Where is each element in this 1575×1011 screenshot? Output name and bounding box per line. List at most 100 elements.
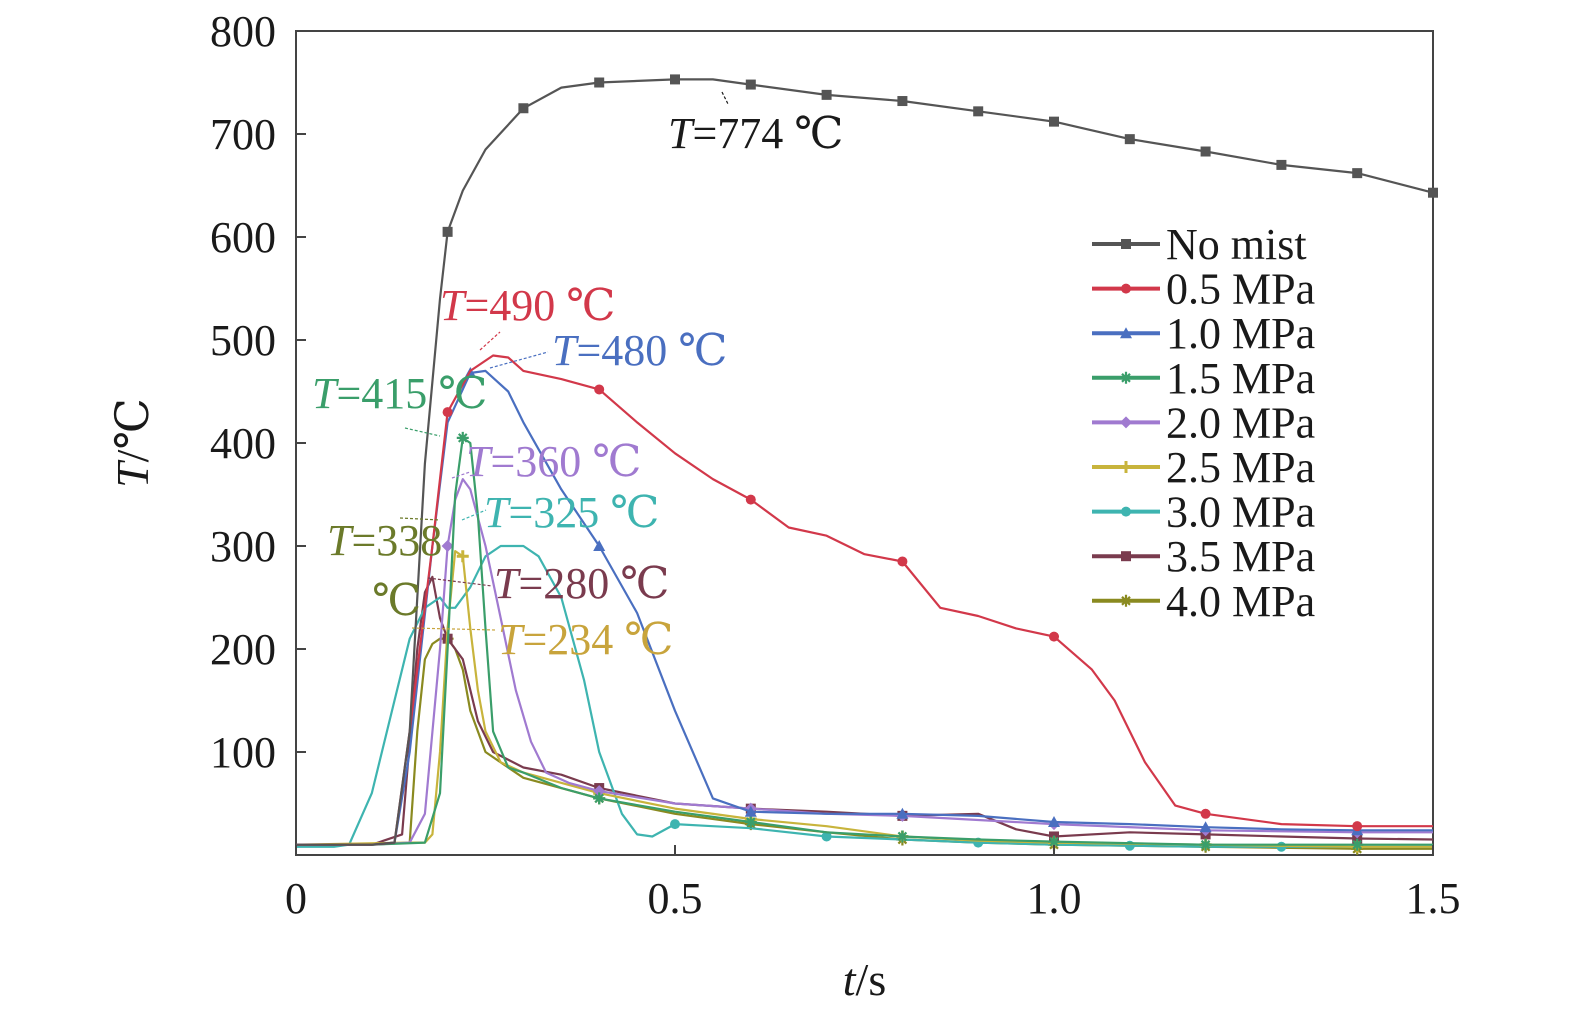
y-tick-label: 300 — [210, 522, 276, 571]
series-0-5-mpa-point — [1352, 821, 1363, 832]
y-tick-label: 200 — [210, 625, 276, 674]
legend-label: 4.0 MPa — [1166, 577, 1315, 626]
series-1-0-mpa-point — [1199, 821, 1212, 833]
series-0-5-mpa-point — [442, 407, 453, 418]
annotation-value: =480 ℃ — [576, 326, 727, 375]
annotation-1-5-mpa: T=415 ℃ — [312, 369, 488, 437]
annotation-var: T — [466, 437, 494, 486]
legend-label: 2.5 MPa — [1166, 443, 1315, 492]
x-tick-label: 0.5 — [648, 874, 703, 923]
series-0-5-mpa — [296, 354, 1433, 846]
series-no-mist-point — [670, 74, 680, 85]
annotation-0-5-mpa: T=490 ℃ — [440, 281, 616, 351]
series-1-5-mpa-point — [1351, 838, 1364, 851]
annotation-value: =774 ℃ — [692, 109, 843, 158]
annotation-layer: T=774 ℃T=490 ℃T=480 ℃T=415 ℃T=360 ℃T=325… — [312, 91, 844, 664]
annotation-var: T — [440, 281, 468, 330]
series-3-0-mpa-line — [296, 544, 1433, 848]
annotation-label: T=490 ℃ — [440, 281, 616, 330]
annotation-label: T=338 — [327, 516, 442, 565]
annotation-label: T=325 ℃ — [484, 488, 660, 537]
legend-item-4-0-mpa: 4.0 MPa — [1092, 577, 1315, 626]
annotation-label-unit: ℃ — [372, 576, 421, 625]
series-2-5-mpa-point — [456, 550, 469, 563]
x-axis-title: t/s — [843, 954, 886, 1005]
legend-swatch-marker — [1120, 327, 1132, 339]
annotation-value: =415 ℃ — [336, 369, 487, 418]
y-axis-title-var: T — [107, 459, 158, 488]
x-axis-title-var: t — [843, 954, 857, 1005]
series-2-0-mpa-point — [441, 540, 454, 552]
series-0-5-mpa-line — [296, 354, 1433, 846]
annotation-label: T=280 ℃ — [494, 559, 670, 608]
y-tick-label: 800 — [210, 7, 276, 56]
series-no-mist — [296, 74, 1438, 846]
annotation-leader — [399, 517, 441, 521]
annotation-2-5-mpa: T=338 ℃ — [327, 516, 442, 625]
legend-item-1-0-mpa: 1.0 MPa — [1092, 309, 1315, 358]
annotation-3-0-mpa: T=325 ℃ — [461, 488, 660, 537]
annotation-value: =325 ℃ — [508, 488, 659, 537]
legend-label: 2.0 MPa — [1166, 398, 1315, 447]
series-no-mist-point — [745, 79, 756, 90]
annotation-value: =360 ℃ — [490, 437, 641, 486]
series-0-5-mpa-point — [897, 556, 908, 567]
annotation-label: T=774 ℃ — [668, 109, 844, 158]
legend-label: No mist — [1166, 220, 1307, 269]
annotation-value: =234 ℃ — [522, 615, 673, 664]
legend-item-0-5-mpa: 0.5 MPa — [1092, 265, 1315, 314]
x-tick-label: 0 — [285, 874, 307, 923]
series-no-mist-point — [1276, 159, 1287, 170]
series-no-mist-point — [897, 96, 908, 107]
legend-swatch-marker — [1120, 371, 1132, 384]
series-3-0-mpa-point — [670, 819, 680, 830]
series-no-mist-point — [1200, 146, 1211, 157]
series-0-5-mpa-point — [1200, 808, 1211, 819]
legend-item-3-5-mpa: 3.5 MPa — [1092, 532, 1315, 581]
legend-label: 0.5 MPa — [1166, 265, 1315, 314]
series-no-mist-point — [442, 226, 453, 237]
series-3-5-mpa-point — [1352, 833, 1363, 844]
annotation-var: T — [484, 488, 512, 537]
legend-item-2-5-mpa: 2.5 MPa — [1092, 443, 1315, 492]
series-1-5-mpa-line — [296, 436, 1433, 846]
legend-label: 1.0 MPa — [1166, 309, 1315, 358]
series-1-5-mpa-point — [593, 792, 606, 805]
series-no-mist-point — [518, 103, 529, 114]
series-1-5-mpa-point — [896, 830, 909, 843]
annotation-leader — [411, 627, 496, 631]
legend-swatch-marker — [1121, 506, 1131, 517]
series-1-5-mpa-point — [456, 431, 469, 444]
annotation-no-mist: T=774 ℃ — [668, 91, 844, 158]
series-1-5-mpa-point — [744, 816, 757, 829]
annotation-3-5-mpa: T=280 ℃ — [427, 559, 670, 608]
x-tick-label: 1.0 — [1027, 874, 1082, 923]
series-no-mist-point — [973, 106, 984, 117]
legend-swatch-marker — [1120, 461, 1132, 473]
annotation-leader — [721, 91, 729, 105]
series-2-0-mpa-line — [296, 478, 1433, 846]
annotation-1-0-mpa: T=480 ℃ — [489, 326, 728, 375]
series-no-mist-line — [296, 78, 1434, 846]
series-no-mist-point — [821, 89, 832, 100]
annotation-var: T — [327, 516, 355, 565]
series-1-5-mpa-point — [1048, 835, 1060, 848]
series-layer — [295, 74, 1438, 855]
annotation-label: T=480 ℃ — [552, 326, 728, 375]
series-0-5-mpa-point — [594, 384, 605, 395]
annotation-var: T — [552, 326, 580, 375]
legend-swatch-marker — [1120, 594, 1132, 607]
annotation-leader — [451, 471, 471, 479]
y-tick-label: 500 — [210, 316, 276, 365]
series-0-5-mpa-point — [1049, 631, 1059, 642]
legend-item-1-5-mpa: 1.5 MPa — [1092, 354, 1315, 403]
annotation-var: T — [312, 369, 340, 418]
y-tick-label: 700 — [210, 110, 276, 159]
annotation-4-0-mpa: T=234 ℃ — [411, 615, 674, 664]
legend-item-2-0-mpa: 2.0 MPa — [1092, 398, 1315, 447]
annotation-leader — [479, 331, 501, 351]
series-0-5-mpa-point — [745, 494, 756, 505]
y-axis-title-unit: /℃ — [107, 398, 158, 462]
